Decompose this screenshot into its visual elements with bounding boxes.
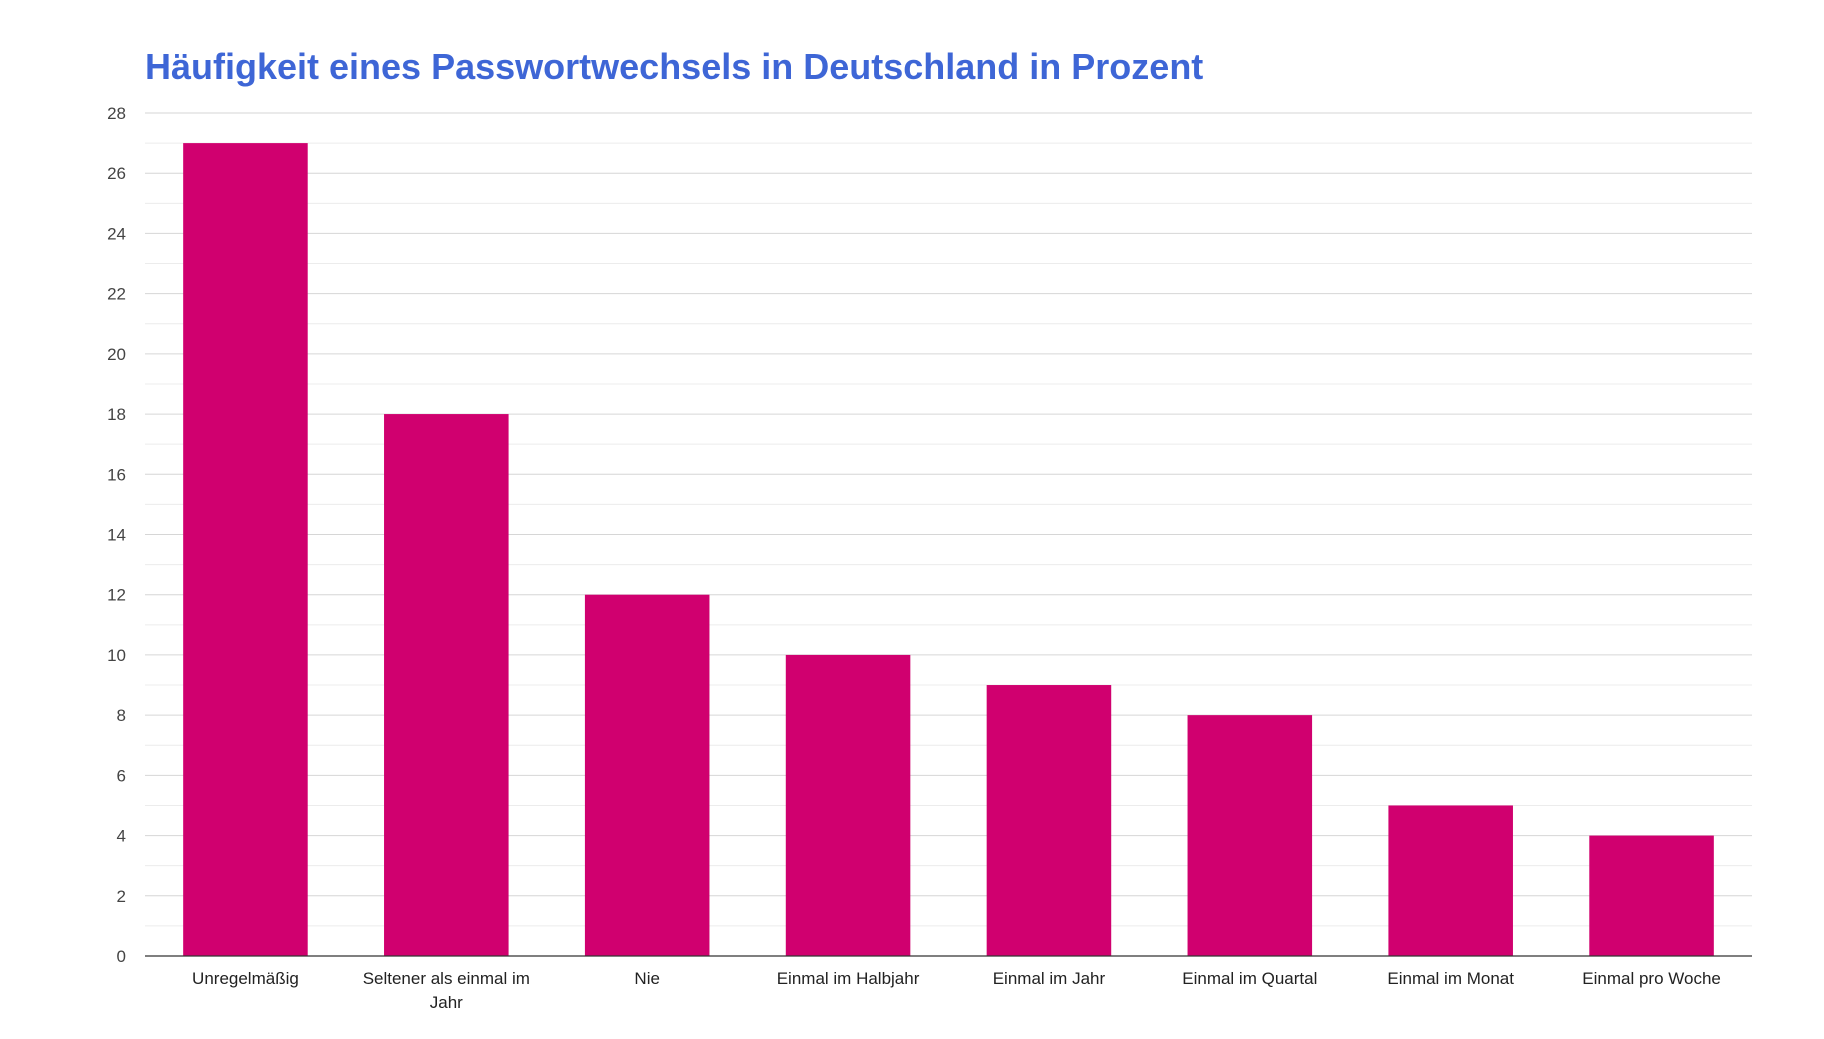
- y-tick-label: 20: [107, 345, 126, 364]
- x-tick-label: Nie: [634, 969, 660, 988]
- y-tick-label: 2: [117, 887, 126, 906]
- bar: [986, 685, 1112, 956]
- bar: [1589, 835, 1714, 956]
- y-tick-label: 14: [107, 526, 126, 545]
- x-tick-label: Jahr: [430, 993, 463, 1012]
- bar: [1187, 715, 1313, 956]
- bar: [584, 594, 710, 956]
- x-tick-label: Einmal im Jahr: [993, 969, 1106, 988]
- y-tick-label: 16: [107, 465, 126, 484]
- y-tick-label: 22: [107, 285, 126, 304]
- y-tick-label: 12: [107, 586, 126, 605]
- y-tick-label: 4: [117, 827, 126, 846]
- bar: [1388, 805, 1513, 956]
- y-tick-label: 26: [107, 164, 126, 183]
- bar: [785, 654, 911, 956]
- y-tick-label: 18: [107, 405, 126, 424]
- x-tick-label: Einmal im Halbjahr: [777, 969, 920, 988]
- y-tick-label: 6: [117, 766, 126, 785]
- y-tick-label: 28: [107, 104, 126, 123]
- x-tick-label: Einmal pro Woche: [1582, 969, 1721, 988]
- y-tick-label: 0: [117, 947, 126, 966]
- bar: [183, 143, 308, 956]
- x-tick-label: Einmal im Quartal: [1182, 969, 1317, 988]
- y-tick-label: 10: [107, 646, 126, 665]
- x-tick-label: Einmal im Monat: [1387, 969, 1514, 988]
- bars: [183, 143, 1714, 957]
- y-tick-label: 24: [107, 224, 126, 243]
- x-axis-labels: Unregelmäßig Seltener als einmal im Jahr Ni…: [192, 969, 1721, 1012]
- x-tick-label: Seltener als einmal im: [363, 969, 530, 988]
- chart-title: Häufigkeit eines Passwortwechsels in Deu…: [145, 46, 1203, 87]
- x-tick-label: Unregelmäßig: [192, 969, 299, 988]
- y-tick-label: 8: [117, 706, 126, 725]
- bar: [384, 414, 509, 957]
